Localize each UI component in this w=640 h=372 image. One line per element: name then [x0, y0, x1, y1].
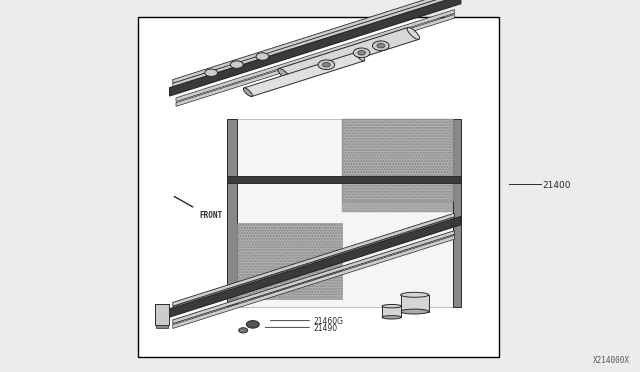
Polygon shape: [173, 0, 458, 87]
Ellipse shape: [407, 28, 420, 39]
Polygon shape: [173, 235, 454, 328]
Text: 21490: 21490: [314, 324, 338, 333]
Polygon shape: [237, 223, 342, 299]
Text: X214000X: X214000X: [593, 356, 630, 365]
Polygon shape: [176, 15, 454, 106]
Polygon shape: [170, 0, 461, 96]
Ellipse shape: [401, 309, 429, 314]
Circle shape: [372, 41, 389, 51]
Polygon shape: [173, 231, 454, 324]
Bar: [453, 119, 461, 307]
Circle shape: [318, 60, 335, 70]
Polygon shape: [173, 213, 454, 306]
Ellipse shape: [401, 292, 429, 297]
Polygon shape: [342, 119, 453, 201]
Bar: [155, 304, 169, 325]
Bar: [227, 119, 237, 307]
Circle shape: [353, 48, 370, 58]
Polygon shape: [244, 52, 364, 96]
Text: FRONT: FRONT: [200, 211, 223, 220]
Circle shape: [239, 328, 248, 333]
Circle shape: [358, 51, 365, 55]
Circle shape: [256, 53, 269, 60]
Bar: [227, 176, 461, 183]
Text: 21460G: 21460G: [314, 317, 344, 326]
Circle shape: [246, 321, 259, 328]
Bar: [138, 17, 499, 357]
Ellipse shape: [382, 315, 401, 319]
Ellipse shape: [382, 304, 401, 308]
Polygon shape: [166, 217, 461, 318]
Bar: [237, 119, 453, 307]
Circle shape: [230, 61, 243, 68]
Polygon shape: [342, 119, 453, 212]
Ellipse shape: [356, 52, 365, 61]
Circle shape: [377, 44, 385, 48]
Polygon shape: [173, 0, 458, 83]
Ellipse shape: [278, 68, 291, 80]
Polygon shape: [176, 10, 454, 102]
Bar: [156, 325, 168, 328]
Text: 21400: 21400: [543, 181, 572, 190]
Polygon shape: [173, 217, 454, 310]
Ellipse shape: [243, 88, 252, 96]
Polygon shape: [382, 306, 401, 317]
Polygon shape: [278, 28, 419, 80]
Polygon shape: [401, 295, 429, 311]
Circle shape: [205, 69, 218, 77]
Circle shape: [323, 62, 330, 67]
